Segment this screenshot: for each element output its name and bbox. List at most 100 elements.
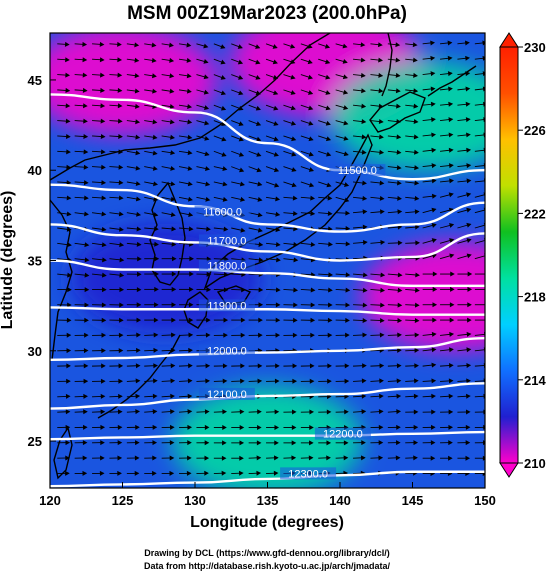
wind-arrow-head (431, 331, 437, 337)
y-tick-label: 35 (28, 254, 42, 269)
wind-arrow-head (290, 105, 296, 111)
wind-arrow-head (307, 43, 313, 49)
contour-label: 12000.0 (207, 346, 247, 358)
wind-arrow-head (431, 238, 437, 243)
wind-arrow-head (65, 393, 71, 399)
wind-arrow-head (66, 242, 72, 248)
wind-arrow-head (82, 455, 88, 461)
wind-arrow-head (465, 101, 471, 107)
wind-arrow-head (395, 42, 401, 48)
wind-arrow-head (186, 470, 192, 476)
wind-arrow-head (136, 317, 142, 323)
wind-arrow-head (117, 118, 123, 124)
wind-arrow-head (152, 150, 158, 156)
y-tick-label: 30 (28, 344, 42, 359)
wind-arrow-head (273, 136, 279, 142)
contour-label-backing (198, 344, 255, 357)
wind-arrow-head (203, 58, 209, 64)
wind-arrow-head (152, 424, 158, 430)
temperature-region (361, 241, 485, 352)
wind-arrow-head (307, 74, 313, 80)
wind-arrow-head (153, 317, 159, 323)
wind-arrow-head (152, 393, 158, 399)
coastline-hokkaido (369, 91, 426, 133)
wind-arrow-head (414, 195, 420, 201)
wind-arrow-head (84, 272, 90, 278)
wind-arrow-head (310, 302, 316, 308)
wind-arrow-head (188, 226, 194, 232)
wind-arrow-head (187, 393, 193, 399)
wind-arrow-head (293, 317, 298, 323)
wind-arrow-head (187, 455, 192, 461)
wind-arrow-head (414, 209, 420, 215)
wind-arrow-head (237, 44, 243, 49)
x-tick-label: 125 (112, 493, 134, 508)
wind-arrow-head (291, 136, 297, 142)
wind-arrow-head (84, 332, 89, 338)
wind-arrow-head (169, 455, 175, 461)
height-contour-line (50, 223, 485, 262)
wind-arrow-head (397, 332, 402, 338)
wind-arrow-head (362, 239, 368, 245)
wind-arrow-head (100, 455, 105, 461)
wind-arrow-head (239, 425, 245, 431)
wind-arrow-head (66, 149, 71, 155)
wind-arrow-head (343, 455, 349, 461)
wind-arrow-head (257, 212, 263, 218)
wind-arrow-head (67, 287, 72, 293)
wind-arrow-head (415, 272, 420, 278)
wind-arrow-head (448, 378, 454, 384)
wind-arrow-head (204, 120, 210, 126)
wind-arrow-head (220, 59, 226, 65)
wind-arrow-head (275, 363, 280, 369)
wind-arrow-head (293, 241, 299, 247)
wind-arrow-head (257, 227, 263, 233)
wind-arrow-head (118, 149, 124, 155)
wind-arrow-head (171, 286, 177, 292)
wind-arrow-head (344, 394, 349, 400)
wind-arrow-head (275, 241, 281, 247)
wind-arrow-head (117, 57, 123, 63)
wind-arrow-head (292, 195, 298, 201)
contour-label-backing (194, 205, 251, 218)
wind-arrow-head (379, 378, 384, 384)
wind-arrow-head (274, 409, 280, 415)
wind-arrow-head (396, 180, 402, 186)
colorbar-top-arrow (499, 32, 519, 48)
wind-arrow-head (66, 317, 72, 323)
wind-arrow-head (258, 257, 264, 263)
wind-arrow-head (342, 58, 348, 64)
wind-arrow-head (345, 332, 350, 338)
wind-arrow-head (430, 86, 436, 92)
wind-arrow-head (187, 409, 193, 415)
height-contour-line (50, 259, 485, 287)
wind-arrow-head (83, 149, 89, 155)
wind-arrow-head (344, 409, 349, 415)
wind-arrow-head (171, 226, 177, 232)
wind-arrow-head (396, 149, 402, 155)
wind-arrow-head (239, 470, 244, 476)
wind-arrow-head (310, 317, 316, 323)
wind-arrow-head (66, 195, 72, 201)
wind-arrow-head (292, 332, 298, 338)
wind-arrow-head (204, 440, 210, 446)
wind-arrow-head (290, 90, 296, 95)
wind-arrow-head (239, 440, 245, 446)
wind-arrow-head (431, 362, 437, 368)
wind-arrow-head (65, 440, 71, 446)
wind-arrow-head (188, 347, 193, 353)
wind-arrow-head (293, 257, 299, 263)
wind-arrow-head (466, 331, 472, 337)
wind-arrow-head (291, 425, 297, 431)
wind-arrow-head (169, 42, 174, 48)
wind-arrow-head (136, 226, 142, 232)
wind-arrow-head (396, 165, 402, 171)
wind-arrow-head (187, 119, 193, 125)
wind-arrow-head (84, 302, 90, 308)
credit-drawing: Drawing by DCL (https://www.gfd-dennou.o… (144, 548, 390, 558)
wind-arrow-head (309, 440, 314, 446)
wind-arrow-head (117, 87, 123, 93)
wind-arrow-head (66, 180, 72, 186)
wind-arrow-head (170, 212, 176, 218)
wind-arrow-head (275, 287, 281, 293)
